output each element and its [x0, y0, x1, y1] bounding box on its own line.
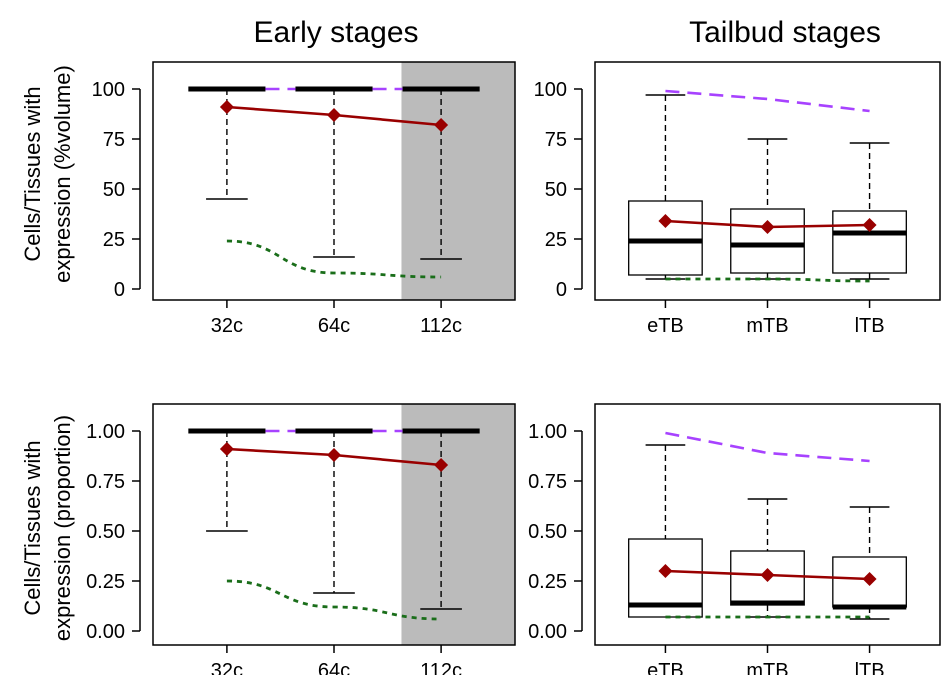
shaded-region — [401, 62, 515, 300]
upper-dashed-line — [665, 431, 870, 463]
row-ylabel-volume-line2: expression (%volume) — [50, 65, 75, 283]
x-tick-label: 32c — [211, 315, 243, 337]
y-tick-label: 0.75 — [86, 471, 125, 493]
y-tick-label: 0.25 — [86, 571, 125, 593]
mean-marker — [658, 214, 673, 228]
panel-frame — [594, 403, 941, 646]
x-tick-label: 112c — [420, 315, 462, 337]
lower-dotted-line — [226, 579, 442, 621]
row-ylabel-proportion-line1: Cells/Tissues with — [20, 440, 45, 615]
x-tick-label: eTB — [647, 315, 684, 337]
x-tick-label: 112c — [420, 660, 462, 675]
mean-marker — [327, 108, 341, 122]
x-tick-label: lTB — [855, 660, 885, 675]
y-tick-label: 50 — [103, 179, 125, 201]
y-tick-label: 25 — [103, 229, 125, 251]
mean-marker — [760, 220, 775, 234]
mean-marker — [760, 568, 775, 582]
y-tick-label: 0.25 — [528, 571, 567, 593]
mean-marker — [434, 118, 449, 132]
y-tick-label: 0.00 — [528, 621, 567, 643]
y-tick-label: 25 — [545, 229, 567, 251]
panel-tailbud-volume: 0 25 50 75 100 eTB mTB lTB — [534, 61, 941, 337]
panel-frame — [152, 61, 516, 301]
lower-dotted-line — [665, 277, 870, 283]
mean-marker — [219, 442, 234, 456]
x-tick-label: mTB — [746, 660, 788, 675]
x-tick-label: 32c — [211, 660, 243, 675]
y-tick-label: 0.50 — [86, 521, 125, 543]
x-tick-label: 64c — [318, 315, 350, 337]
mean-marker — [658, 564, 673, 578]
lower-dotted-line — [226, 239, 442, 279]
panel-early-proportion: 0.00 0.25 0.50 0.75 1.00 32c 64c 112c — [86, 403, 516, 675]
column-title-early: Early stages — [253, 16, 418, 49]
x-tick-label: 64c — [318, 660, 350, 675]
panel-tailbud-proportion: 0.00 0.25 0.50 0.75 1.00 eTB mTB lTB — [528, 403, 941, 675]
y-tick-label: 75 — [103, 129, 125, 151]
mean-marker — [219, 100, 234, 114]
box-iqr — [628, 200, 703, 276]
panel-frame — [152, 403, 516, 646]
y-tick-label: 100 — [534, 79, 567, 101]
x-tick-label: eTB — [647, 660, 684, 675]
y-tick-label: 0 — [556, 279, 567, 301]
y-tick-label: 0.50 — [528, 521, 567, 543]
y-tick-label: 75 — [545, 129, 567, 151]
mean-marker — [434, 458, 449, 472]
mean-marker — [862, 218, 877, 232]
y-tick-label: 100 — [92, 79, 125, 101]
y-tick-label: 1.00 — [528, 421, 567, 443]
x-tick-label: mTB — [746, 315, 788, 337]
panel-early-volume: 0 25 50 75 100 32c 64c 112c — [92, 61, 516, 337]
row-ylabel-proportion-line2: expression (proportion) — [50, 415, 75, 641]
x-tick-label: lTB — [855, 315, 885, 337]
y-tick-label: 50 — [545, 179, 567, 201]
mean-marker — [327, 448, 341, 462]
y-tick-label: 0 — [114, 279, 125, 301]
y-tick-label: 0.75 — [528, 471, 567, 493]
y-tick-label: 0.00 — [86, 621, 125, 643]
panel-frame — [594, 61, 941, 301]
row-ylabel-volume-line1: Cells/Tissues with — [20, 86, 45, 261]
shaded-region — [401, 404, 515, 645]
y-tick-label: 1.00 — [86, 421, 125, 443]
box-iqr — [730, 208, 805, 274]
column-title-tailbud: Tailbud stages — [689, 16, 881, 49]
mean-marker — [862, 572, 877, 586]
upper-dashed-line — [665, 89, 870, 113]
